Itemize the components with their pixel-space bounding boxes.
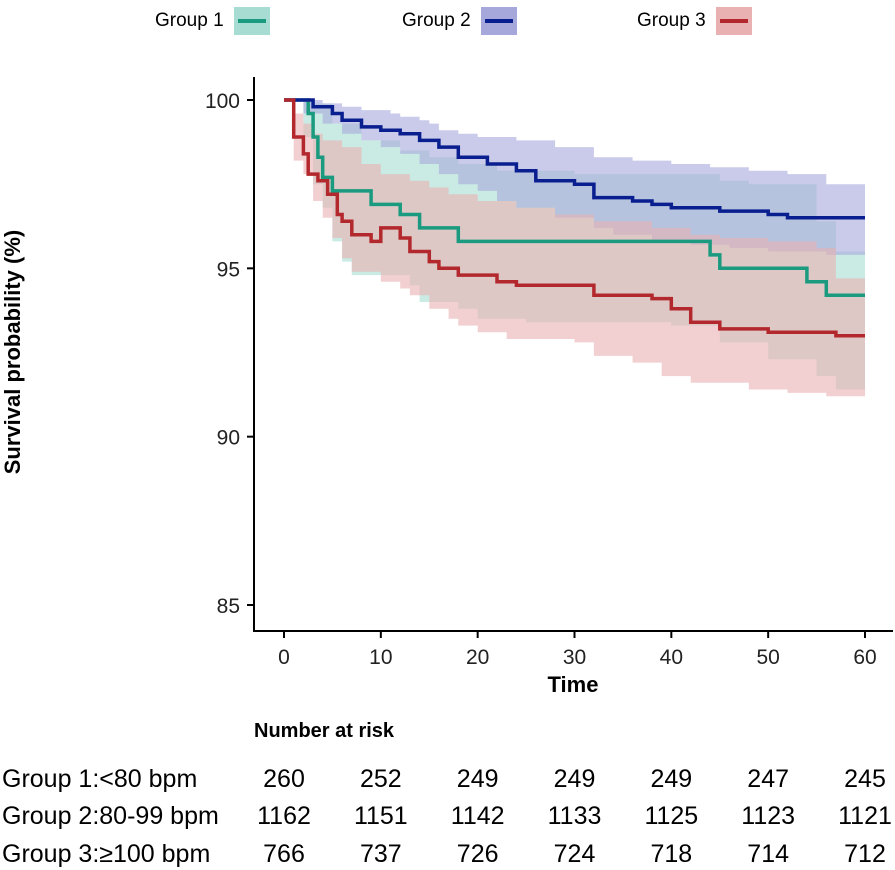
survival-curve-group-2 <box>284 98 865 220</box>
risk-cell: 1151 <box>353 802 408 830</box>
risk-row-label: Group 2:80-99 bpm <box>2 802 219 830</box>
legend-label: Group 1 <box>155 10 224 31</box>
survival-curve-group-3 <box>284 98 865 338</box>
legend-label: Group 3 <box>637 10 706 31</box>
y-tick-label: 95 <box>217 258 240 281</box>
risk-cell: 766 <box>263 840 305 868</box>
x-tick-label: 40 <box>660 646 683 669</box>
legend-line <box>719 19 748 23</box>
confidence-bands <box>284 100 865 397</box>
axes <box>253 77 893 632</box>
legend-item-group-3: Group 3 <box>637 6 752 36</box>
legend-key-group-3 <box>715 7 752 35</box>
risk-cell: 252 <box>359 765 402 793</box>
x-tick-label: 50 <box>756 646 779 669</box>
risk-cell: 1142 <box>450 802 505 830</box>
y-tick-label: 100 <box>205 90 240 113</box>
legend-item-group-2: Group 2 <box>402 6 517 36</box>
y-tick-label: 85 <box>217 595 240 618</box>
risk-cell: 726 <box>456 840 499 868</box>
risk-cell: 249 <box>456 765 499 793</box>
risk-cell: 1133 <box>547 802 602 830</box>
risk-cell: 724 <box>553 840 596 868</box>
risk-cell: 249 <box>650 765 693 793</box>
legend-key-group-1 <box>233 7 270 35</box>
risk-table-title: Number at risk <box>254 720 395 742</box>
risk-cell: 718 <box>650 840 693 868</box>
y-tick-label: 90 <box>217 427 240 450</box>
risk-cell: 260 <box>263 765 305 793</box>
risk-cell: 245 <box>844 765 886 793</box>
risk-cell: 1125 <box>644 802 699 830</box>
legend-line <box>484 19 513 23</box>
x-tick-label: 0 <box>278 646 290 669</box>
risk-cell: 737 <box>359 840 402 868</box>
x-axis-title: Time <box>548 672 599 697</box>
survival-curve-group-1 <box>284 98 865 298</box>
risk-row-label: Group 1:<80 bpm <box>2 765 198 793</box>
legend-label: Group 2 <box>402 10 471 31</box>
legend-item-group-1: Group 1 <box>155 6 270 36</box>
risk-cell: 712 <box>844 840 886 868</box>
x-tick-label: 10 <box>369 646 392 669</box>
risk-cell: 1121 <box>838 802 892 830</box>
axis-ticks: 0 10 20 30 40 50 60 85 90 95 100 <box>205 90 877 669</box>
y-axis-title: Survival probability (%) <box>0 230 25 475</box>
x-tick-label: 60 <box>853 646 876 669</box>
survival-curves <box>284 98 865 338</box>
legend-key-group-2 <box>480 7 517 35</box>
risk-cell: 249 <box>553 765 596 793</box>
legend-line <box>237 19 266 23</box>
x-tick-label: 30 <box>563 646 586 669</box>
risk-cell: 714 <box>747 840 790 868</box>
x-tick-label: 20 <box>466 646 489 669</box>
risk-cell: 247 <box>747 765 790 793</box>
risk-row-label: Group 3:≥100 bpm <box>2 840 211 868</box>
risk-cell: 1123 <box>741 802 796 830</box>
risk-cell: 1162 <box>257 802 311 830</box>
